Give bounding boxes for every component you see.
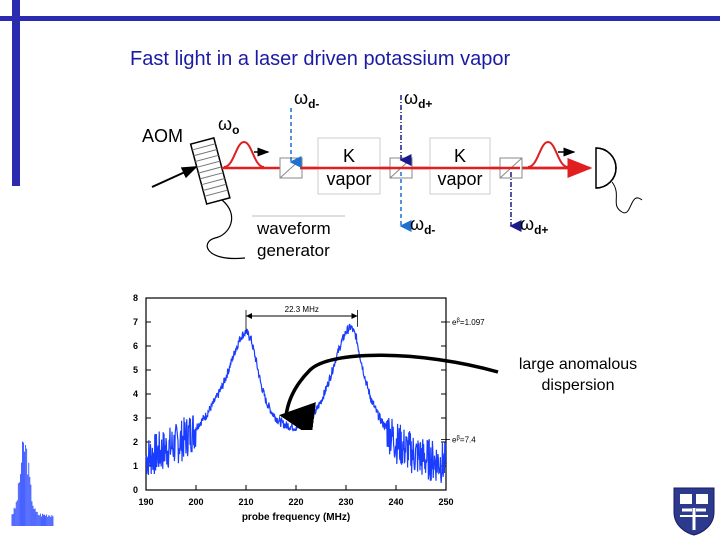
omega-d-plus-in-label: ωd+ [404, 88, 432, 111]
waveform-label-line2: generator [257, 241, 330, 260]
vapor-cell-2-line1: K [454, 146, 466, 166]
aom-crystal [189, 136, 231, 205]
x-tick-label: 220 [288, 497, 303, 507]
right-level-label-1: eβ=1.097 [452, 318, 485, 327]
university-crest-logo [673, 487, 715, 536]
setup-diagram: AOM waveform generator ωo K vapor [142, 88, 643, 260]
vapor-cell-2 [429, 137, 491, 195]
left-banner-bar [12, 0, 20, 186]
photodetector [595, 147, 617, 189]
y-tick-label: 5 [133, 365, 138, 375]
omega-d-minus-in-label: ωd- [294, 88, 319, 111]
x-tick-label: 250 [438, 497, 453, 507]
plot-frame [145, 297, 447, 491]
peak-separation-arrow-left [246, 313, 252, 319]
annotation-line1: large anomalous [518, 356, 638, 373]
transmission-chart: 190 200 210 220 230 240 250 0 1 2 3 4 5 6 7 8 probe freq… [133, 293, 485, 523]
input-pulse [223, 140, 265, 168]
x-tick-label: 230 [338, 497, 353, 507]
top-banner-bar [0, 16, 720, 21]
waveform-label-line1: waveform [256, 219, 331, 238]
waveform-cable [206, 199, 246, 260]
x-axis-label: probe frequency (MHz) [242, 512, 350, 523]
vapor-cell-1-line2: vapor [326, 169, 371, 189]
anomalous-dispersion-annotation: large anomalous dispersion [498, 354, 658, 396]
y-tick-label: 4 [133, 389, 138, 399]
decorative-spectrum-thumbnail [11, 441, 54, 526]
y-tick-label: 6 [133, 341, 138, 351]
peak-separation-label: 22.3 MHz [285, 305, 319, 314]
vapor-cell-2-line2: vapor [437, 169, 482, 189]
output-pulse [527, 140, 569, 168]
y-tick-label: 1 [133, 461, 138, 471]
x-tick-label: 210 [238, 497, 253, 507]
y-tick-label: 0 [133, 485, 138, 495]
y-tick-label: 7 [133, 317, 138, 327]
x-tick-label: 190 [138, 497, 153, 507]
omega-d-minus-out-label: ωd- [410, 214, 435, 237]
aom-pointer-arrow [151, 166, 198, 188]
y-tick-label: 3 [133, 413, 138, 423]
annotation-arrow-layer [279, 353, 499, 430]
peak-separation-arrow-right [351, 313, 358, 319]
x-tick-label: 240 [388, 497, 403, 507]
omega-d-plus-out-label: ωd+ [520, 214, 548, 237]
omega-o-label: ωo [218, 114, 239, 137]
annotation-line2: dispersion [541, 377, 615, 394]
x-tick-label: 200 [188, 497, 203, 507]
aom-label: AOM [142, 126, 183, 146]
vapor-cell-1 [317, 137, 381, 195]
detector-cable [611, 181, 643, 214]
y-tick-label: 2 [133, 437, 138, 447]
y-tick-label: 8 [133, 293, 138, 303]
vapor-cell-1-line1: K [343, 146, 355, 166]
right-level-label-2: eβ=7.4 [452, 436, 476, 445]
slide-title: Fast light in a laser driven potassium v… [130, 48, 511, 70]
annotation-arrow [279, 353, 499, 430]
